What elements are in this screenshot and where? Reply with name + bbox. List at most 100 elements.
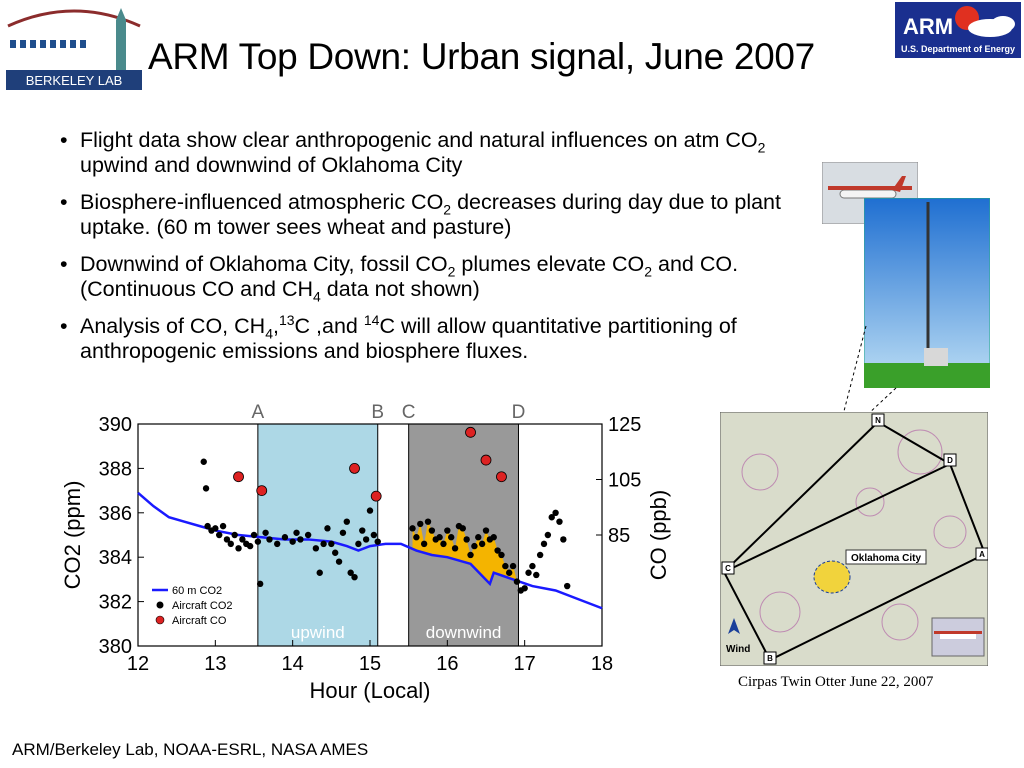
aircraft-co-point [465,426,476,438]
y-tick-label: 380 [99,636,132,658]
x-tick-label: 15 [359,653,381,675]
aircraft-co2-point [525,569,532,576]
x-tick-label: 13 [204,653,226,675]
aircraft-co2-point [502,562,509,570]
tower-photo [863,197,991,389]
aircraft-co-point [256,485,268,496]
waypoint-label: A [979,550,985,559]
map-wind-label: Wind [726,644,750,655]
aircraft-co2-point [478,540,486,548]
aircraft-co-point [349,463,360,474]
aircraft-co2-point [316,569,323,576]
y-right-axis-label: CO (ppb) [646,490,671,580]
aircraft-co2-point [448,534,455,541]
region-label: downwind [426,623,502,642]
aircraft-co2-point [475,534,482,541]
y-tick-label: 384 [99,547,132,569]
aircraft-co2-point [420,540,428,548]
region-band [257,423,379,647]
aircraft-co2-point [428,527,436,534]
aircraft-co2-point [343,518,350,525]
arm-logo: ARM U.S. Department of Energy [895,2,1021,63]
aircraft-co2-point [351,573,358,581]
aircraft-co2-point [374,538,381,545]
aircraft-co2-point [494,547,501,554]
y-right-tick-label: 85 [608,525,630,547]
waypoint-label: C [725,564,731,573]
aircraft-co2-point [293,529,300,536]
x-tick-label: 12 [127,653,149,675]
aircraft-co2-point [219,522,227,530]
aircraft-co2-point [490,534,497,541]
arm-wordmark: ARM [903,14,953,39]
legend-label: Aircraft CO2 [172,600,233,612]
aircraft-co2-point [548,514,555,521]
aircraft-co2-point [362,536,370,543]
map-caption: Cirpas Twin Otter June 22, 2007 [738,674,934,690]
wind-arrow-icon [728,618,740,634]
aircraft-co2-point [560,536,567,543]
region-marker-label: B [371,402,384,423]
aircraft-co2-point [471,542,478,550]
region-marker-label: A [252,402,265,423]
aircraft-co2-point [436,534,443,541]
x-tick-label: 14 [282,653,304,675]
aircraft-co2-point [256,580,264,588]
aircraft-co2-point [231,531,238,539]
y-tick-label: 382 [99,592,132,614]
aircraft-co2-point [266,536,273,543]
bullet-list: Flight data show clear anthropogenic and… [60,128,795,376]
aircraft-co2-point [200,458,207,465]
aircraft-co-point [233,471,244,483]
aircraft-co2-point [320,540,327,548]
y-right-tick-label: 105 [608,470,641,492]
aircraft-co2-point [359,527,366,534]
berkeley-lab-logo: BERKELEY LAB [4,4,144,95]
y-axis-label: CO2 (ppm) [60,481,85,590]
aircraft-co2-point [463,536,470,543]
legend-dot-swatch [156,601,164,609]
aircraft-co2-point [304,531,312,539]
region-label: upwind [291,623,345,642]
aircraft-co2-point [202,485,210,492]
aircraft-co2-point [254,538,262,545]
x-tick-label: 16 [436,653,458,675]
aircraft-co2-point [339,529,347,536]
berkeley-lab-wordmark: BERKELEY LAB [26,73,123,88]
aircraft-co2-point [413,534,420,541]
footer-credits: ARM/Berkeley Lab, NOAA-ESRL, NASA AMES [12,740,369,759]
map-city-label: Oklahoma City [851,553,921,564]
waypoint-label: B [767,654,773,663]
aircraft-co2-point [459,525,466,532]
aircraft-co-point [480,454,492,466]
waypoint-label: D [947,456,953,465]
doe-wordmark: U.S. Department of Energy [901,44,1015,54]
aircraft-co2-point [281,534,289,541]
co2-enhancement-area [412,521,521,584]
aircraft-co2-point [347,569,354,576]
bullet-item: Flight data show clear anthropogenic and… [60,128,795,178]
aircraft-co2-point [564,582,571,590]
x-tick-label: 18 [591,653,613,675]
x-axis-label: Hour (Local) [309,678,430,703]
aircraft-co2-point [332,549,339,556]
aircraft-co2-point [312,545,320,552]
aircraft-co2-point [250,531,258,539]
waypoint-label: N [875,416,881,425]
aircraft-co2-point [289,538,296,545]
aircraft-co2-point [235,545,242,552]
aircraft-co2-point [440,540,447,548]
aircraft-co2-point [223,536,231,543]
aircraft-co2-point [366,507,374,514]
aircraft-co2-point [335,558,343,565]
aircraft-co2-point [409,525,416,532]
aircraft-co2-point [444,527,451,534]
aircraft-co-point [370,490,382,502]
aircraft-co2-point [324,525,331,532]
aircraft-co2-point [467,551,474,559]
aircraft-co2-point [509,562,517,570]
aircraft-co2-point [556,518,563,525]
aircraft-co2-point [239,536,246,543]
bullet-item: Analysis of CO, CH4,13C ,and 14C will al… [60,313,795,364]
region-marker-label: D [512,402,526,423]
